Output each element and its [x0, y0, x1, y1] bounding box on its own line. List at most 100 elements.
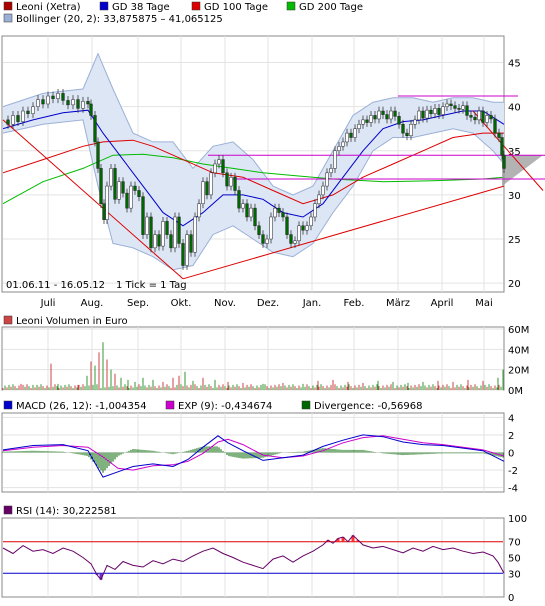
- x-tick-label: Juli: [40, 298, 56, 309]
- candle-body: [31, 106, 35, 114]
- candle-body: [433, 108, 437, 114]
- y-tick-label: -2: [508, 466, 518, 477]
- candle-body: [261, 234, 265, 244]
- candle-body: [197, 203, 201, 218]
- candle-body: [173, 216, 177, 249]
- legend-label: Bollinger (20, 2): 33,875875 – 41,065125: [16, 14, 223, 25]
- candle-body: [257, 225, 261, 235]
- candle-body: [217, 159, 221, 165]
- bollinger-upper-line: [2, 52, 504, 196]
- candle-body: [405, 132, 409, 137]
- projection-triangle: [502, 155, 543, 187]
- candle-body: [117, 181, 121, 200]
- candle-body: [333, 150, 337, 169]
- candle-body: [389, 110, 393, 120]
- y-tick-label: -4: [508, 484, 518, 495]
- candle-body: [493, 118, 497, 134]
- candle-body: [237, 190, 241, 209]
- candle-body: [485, 115, 489, 123]
- candle-body: [26, 110, 30, 114]
- candle-body: [281, 212, 285, 218]
- legend-swatch: [286, 1, 296, 11]
- plot-frame: [1, 326, 505, 391]
- y-tick-label: 25: [508, 235, 521, 246]
- y-tick-label: 0: [508, 449, 514, 460]
- candle-body: [465, 105, 469, 116]
- x-tick-label: Mai: [475, 298, 493, 309]
- candle-body: [201, 181, 205, 204]
- legend-label: GD 200 Tage: [299, 2, 363, 13]
- candle-body: [205, 181, 209, 196]
- candle-body: [437, 108, 441, 115]
- candle-body: [21, 110, 25, 122]
- legend-swatch: [165, 400, 175, 410]
- gd100-line: [2, 132, 504, 205]
- candle-body: [425, 109, 429, 119]
- x-tick-label: April: [431, 298, 454, 309]
- candle-body: [161, 221, 165, 247]
- date-range-label: 01.06.11 - 16.05.12: [6, 280, 105, 291]
- candle-body: [137, 190, 141, 197]
- x-tick-label: Nov.: [214, 298, 236, 309]
- legend-swatch: [99, 1, 109, 11]
- x-tick-label: Aug.: [81, 298, 104, 309]
- legend-swatch: [191, 1, 201, 11]
- x-tick-label: März: [386, 298, 410, 309]
- candle-body: [449, 103, 453, 106]
- candle-body: [373, 115, 377, 120]
- y-tick-label: 45: [508, 58, 521, 69]
- y-tick-label: 0: [508, 593, 514, 604]
- candle-body: [313, 203, 317, 218]
- y-tick-label: 35: [508, 147, 521, 158]
- legend-swatch: [3, 315, 13, 325]
- candle-body: [99, 168, 103, 204]
- candle-body: [401, 124, 405, 134]
- candle-body: [56, 93, 60, 99]
- y-tick-label: 60M: [508, 325, 529, 336]
- candle-body: [413, 119, 417, 125]
- candle-body: [125, 192, 129, 209]
- y-tick-label: 2: [508, 431, 514, 442]
- candle-body: [71, 99, 75, 106]
- candle-body: [229, 176, 233, 187]
- candle-body: [193, 216, 197, 253]
- candle-body: [353, 128, 357, 138]
- candle-body: [477, 110, 481, 121]
- candle-body: [369, 115, 373, 123]
- candle-body: [289, 234, 293, 244]
- candle-body: [377, 110, 381, 120]
- trendline: [182, 185, 505, 280]
- candle-body: [297, 225, 301, 242]
- tick-note-label: 1 Tick = 1 Tag: [116, 280, 187, 291]
- candle-body: [445, 103, 449, 107]
- candle-body: [102, 203, 106, 220]
- candle-body: [489, 115, 493, 120]
- candle-body: [213, 163, 217, 174]
- macd-panel: MACD (26, 12): -1,004354 EXP (9): -0,4346…: [1, 400, 518, 495]
- macd-line: [2, 434, 505, 478]
- candle-body: [241, 203, 245, 209]
- y-tick-label: 40M: [508, 345, 529, 356]
- legend-swatch: [3, 1, 13, 11]
- candle-body: [145, 216, 149, 235]
- candle-body: [189, 234, 193, 253]
- y-tick-label: 20: [508, 279, 521, 290]
- plot-frame: [1, 517, 505, 598]
- y-tick-label: 40: [508, 103, 521, 114]
- candle-body: [36, 99, 40, 107]
- candle-body: [293, 240, 297, 244]
- candle-body: [469, 115, 473, 118]
- candle-body: [285, 216, 289, 235]
- candle-body: [185, 234, 189, 266]
- candle-body: [473, 116, 477, 121]
- legend-label: Leoni (Xetra): [16, 2, 81, 13]
- candle-body: [51, 95, 55, 99]
- candle-body: [393, 110, 397, 117]
- rsi-panel: RSI (14): 30,222581 100 70 50 30 0: [1, 505, 527, 604]
- candle-body: [273, 207, 277, 218]
- x-tick-label: Okt.: [171, 298, 192, 309]
- legend-swatch: [3, 400, 13, 410]
- legend-swatch: [3, 13, 13, 23]
- legend-swatch: [301, 400, 311, 410]
- candle-body: [429, 109, 433, 114]
